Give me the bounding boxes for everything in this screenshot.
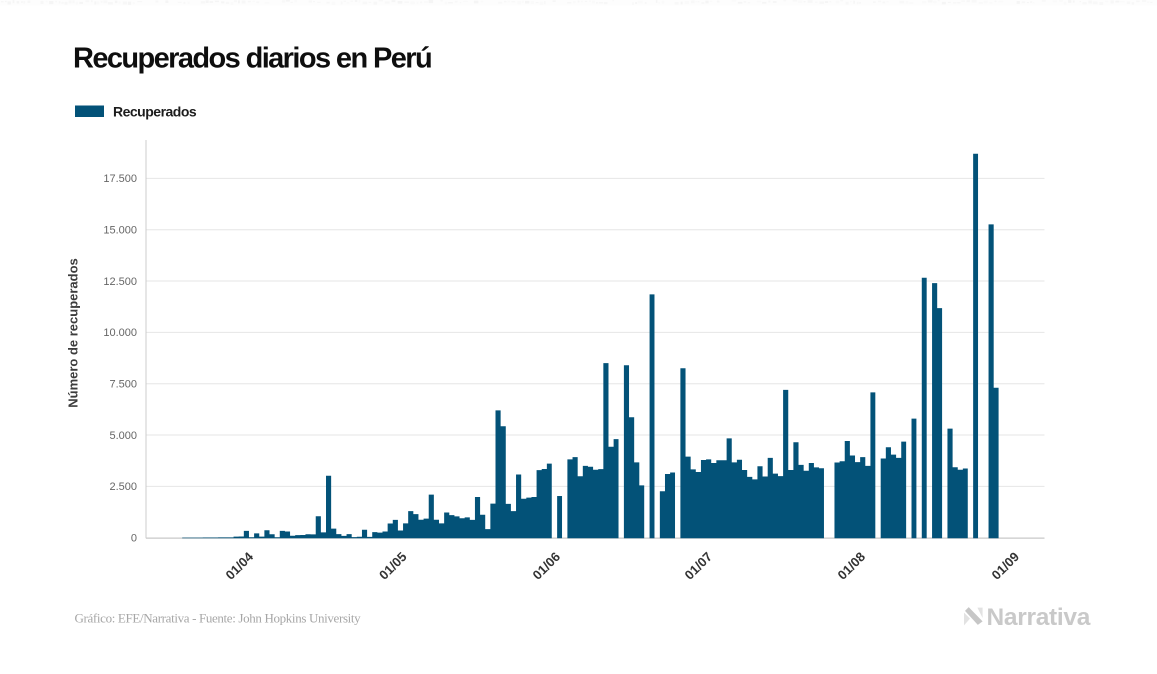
svg-text:Número de recuperados: Número de recuperados bbox=[66, 258, 81, 408]
svg-text:10.000: 10.000 bbox=[103, 327, 137, 339]
svg-text:Recuperados diarios en Perú: Recuperados diarios en Perú bbox=[73, 43, 431, 75]
svg-text:0: 0 bbox=[131, 533, 137, 545]
svg-text:5.000: 5.000 bbox=[109, 430, 137, 442]
svg-text:2.500: 2.500 bbox=[109, 481, 137, 493]
svg-text:15.000: 15.000 bbox=[103, 224, 137, 236]
svg-text:7.500: 7.500 bbox=[109, 379, 137, 391]
svg-text:Narrativa: Narrativa bbox=[987, 604, 1091, 631]
svg-text:Gráfico: EFE/Narrativa - Fuent: Gráfico: EFE/Narrativa - Fuente: John Ho… bbox=[75, 611, 362, 626]
svg-text:17.500: 17.500 bbox=[103, 173, 137, 185]
svg-text:12.500: 12.500 bbox=[103, 276, 137, 288]
svg-text:Recuperados: Recuperados bbox=[113, 104, 197, 120]
